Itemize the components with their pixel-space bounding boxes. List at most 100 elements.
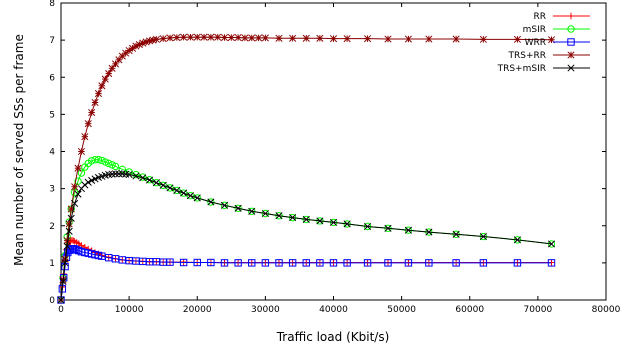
data-point	[220, 201, 229, 210]
data-point	[61, 259, 69, 267]
data-point	[159, 181, 167, 189]
data-point	[159, 181, 167, 189]
data-point	[77, 147, 85, 156]
data-point	[207, 258, 215, 267]
data-point	[94, 90, 103, 98]
data-point	[288, 259, 297, 267]
data-point	[94, 155, 103, 164]
legend-label: TRS+mSIR	[497, 64, 546, 74]
data-point	[547, 240, 556, 248]
data-point	[193, 194, 201, 202]
data-point	[452, 259, 460, 267]
data-point	[384, 35, 392, 43]
legend-item: TRS+RR	[507, 51, 590, 61]
y-tick-label: 2	[49, 222, 55, 232]
data-point	[404, 226, 412, 234]
data-point	[248, 259, 256, 267]
series-trs-msir	[57, 170, 556, 304]
data-point	[275, 259, 283, 267]
y-tick-label: 3	[49, 185, 55, 195]
y-tick-label: 6	[49, 73, 55, 83]
x-tick-label: 30000	[251, 305, 280, 315]
x-tick-label: 40000	[319, 305, 348, 315]
data-point	[166, 184, 174, 192]
data-point	[125, 170, 133, 179]
data-point	[220, 33, 229, 42]
data-point	[57, 296, 65, 304]
data-point	[193, 258, 201, 267]
legend-item: TRS+mSIR	[497, 64, 590, 74]
data-point	[152, 179, 160, 187]
x-tick-label: 60000	[455, 305, 484, 315]
data-point	[302, 259, 310, 267]
data-point	[343, 259, 351, 267]
data-point	[452, 35, 460, 43]
data-point	[71, 183, 79, 191]
data-point	[180, 189, 188, 197]
data-point	[567, 12, 575, 20]
series-line	[60, 239, 552, 301]
legend-item: RR	[533, 12, 590, 22]
data-point	[152, 178, 161, 187]
data-point	[173, 33, 181, 42]
data-point	[173, 186, 181, 195]
data-point	[186, 33, 194, 41]
data-point	[132, 172, 140, 180]
series-wrr	[57, 245, 556, 304]
data-point	[302, 215, 310, 223]
data-point	[248, 207, 256, 215]
x-axis-title: Traffic load (Kbit/s)	[276, 330, 390, 344]
data-point	[132, 170, 140, 179]
data-point	[363, 259, 372, 267]
legend-label: RR	[533, 12, 546, 22]
data-point	[200, 33, 208, 41]
data-point	[248, 207, 256, 215]
y-tick-label: 8	[49, 0, 55, 9]
data-point	[186, 192, 194, 200]
data-point	[179, 189, 188, 197]
data-point	[261, 34, 269, 42]
data-point	[207, 198, 215, 206]
series-rr	[57, 237, 555, 304]
data-point	[234, 259, 242, 267]
series-layer	[57, 33, 556, 304]
data-point	[67, 214, 75, 222]
data-point	[101, 75, 109, 83]
data-point	[214, 33, 222, 41]
data-point	[547, 259, 556, 267]
data-point	[404, 259, 413, 267]
data-point	[139, 174, 147, 182]
data-point	[384, 259, 392, 267]
data-point	[513, 259, 522, 267]
data-point	[567, 38, 575, 46]
data-point	[425, 259, 433, 267]
data-point	[84, 120, 92, 128]
data-point	[425, 228, 433, 236]
data-point	[111, 170, 120, 178]
legend-label: WRR	[525, 38, 546, 48]
data-point	[384, 224, 392, 232]
data-point	[166, 34, 174, 42]
data-point	[65, 227, 73, 235]
x-tick-label: 70000	[524, 305, 553, 315]
data-point	[275, 34, 283, 42]
series-line	[60, 173, 552, 301]
data-point	[88, 108, 96, 117]
x-tick-label: 0	[58, 305, 64, 315]
data-point	[329, 259, 338, 267]
series-line	[60, 248, 552, 301]
data-point	[74, 164, 82, 172]
data-point	[98, 156, 106, 165]
data-point	[101, 158, 109, 166]
data-point	[72, 246, 81, 254]
x-tick-label: 80000	[592, 305, 621, 315]
data-point	[207, 198, 215, 206]
x-tick-label: 10000	[115, 305, 144, 315]
data-point	[74, 177, 82, 185]
legend-item: mSIR	[523, 25, 590, 35]
data-point	[173, 186, 181, 195]
data-point	[234, 33, 242, 42]
data-point	[180, 33, 188, 41]
